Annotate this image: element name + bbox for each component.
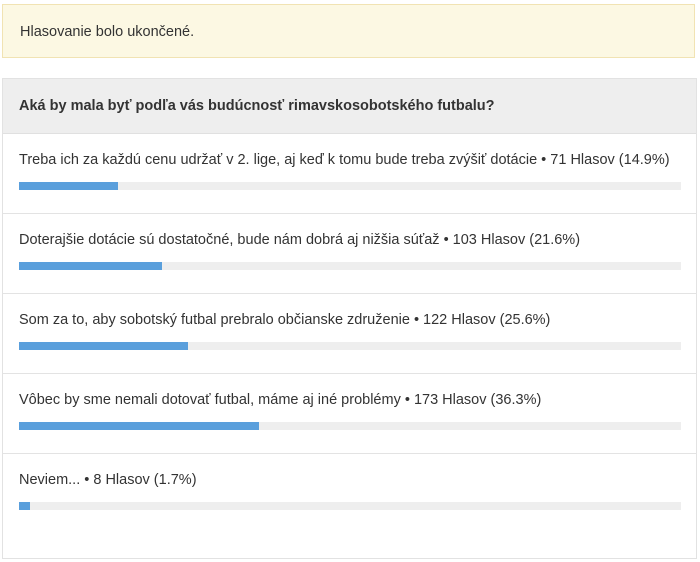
result-bar-track — [19, 502, 681, 510]
poll-option: Doterajšie dotácie sú dostatočné, bude n… — [3, 214, 696, 294]
poll-question: Aká by mala byť podľa vás budúcnosť rima… — [3, 79, 696, 134]
result-bar-track — [19, 182, 681, 190]
option-label: Treba ich za každú cenu udržať v 2. lige… — [19, 152, 670, 168]
poll-option: Som za to, aby sobotský futbal prebralo … — [3, 294, 696, 374]
poll-results: Aká by mala byť podľa vás budúcnosť rima… — [2, 78, 697, 559]
poll-closed-notice: Hlasovanie bolo ukončené. — [2, 4, 695, 58]
result-bar-track — [19, 342, 681, 350]
result-bar-fill — [19, 422, 260, 430]
poll-option: Treba ich za každú cenu udržať v 2. lige… — [3, 134, 696, 214]
result-bar-fill — [19, 262, 162, 270]
option-label: Doterajšie dotácie sú dostatočné, bude n… — [19, 232, 581, 248]
poll-option: Vôbec by sme nemali dotovať futbal, máme… — [3, 374, 696, 454]
option-label: Som za to, aby sobotský futbal prebralo … — [19, 312, 551, 328]
notice-text: Hlasovanie bolo ukončené. — [20, 24, 195, 40]
option-label: Vôbec by sme nemali dotovať futbal, máme… — [19, 392, 542, 408]
result-bar-fill — [19, 502, 31, 510]
result-bar-fill — [19, 182, 118, 190]
result-bar-track — [19, 262, 681, 270]
option-label: Neviem... • 8 Hlasov (1.7%) — [19, 472, 197, 488]
poll-option: Neviem... • 8 Hlasov (1.7%) — [3, 454, 696, 534]
result-bar-track — [19, 422, 681, 430]
result-bar-fill — [19, 342, 189, 350]
